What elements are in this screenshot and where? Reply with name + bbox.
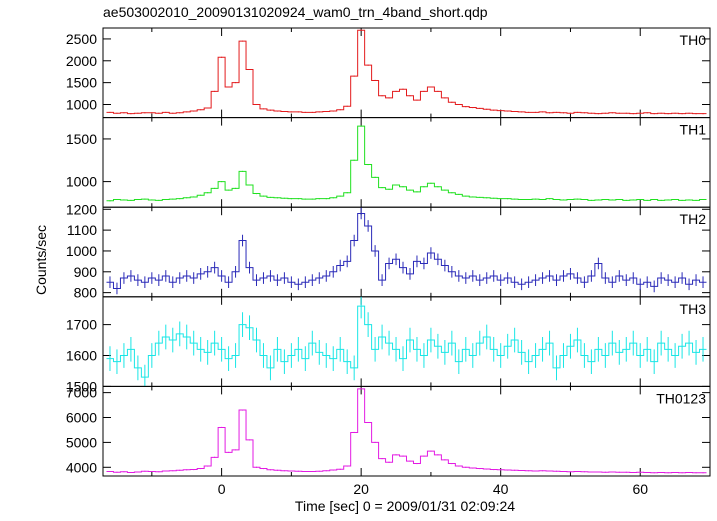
x-axis-title: Time [sec] 0 = 2009/01/31 02:09:24 bbox=[295, 498, 515, 514]
series-line bbox=[106, 305, 707, 378]
panel-frame bbox=[102, 27, 711, 119]
y-tick-label: 4000 bbox=[66, 459, 97, 475]
x-tick-label: 20 bbox=[353, 481, 369, 497]
y-tick-label: 1500 bbox=[66, 378, 97, 394]
series-th3 bbox=[106, 296, 707, 387]
series-th0 bbox=[106, 29, 707, 115]
series-th1 bbox=[106, 125, 707, 202]
y-tick-label: 2000 bbox=[66, 53, 97, 69]
x-tick-label: 40 bbox=[493, 481, 509, 497]
series-line bbox=[106, 212, 707, 289]
series-line bbox=[106, 29, 707, 115]
y-tick-label: 1200 bbox=[66, 201, 97, 217]
y-axis-title: Counts/sec bbox=[33, 225, 49, 295]
panel-label: TH0123 bbox=[656, 390, 706, 406]
y-tick-label: 5000 bbox=[66, 434, 97, 450]
series-th0123 bbox=[106, 388, 707, 474]
panel-th0: 1000 1500 2000 2500 TH0 bbox=[66, 27, 711, 119]
panel-th1: 1000 1500 TH1 bbox=[66, 117, 711, 208]
chart-title: ae503002010_20090131020924_wam0_trn_4ban… bbox=[103, 4, 488, 20]
y-tick-label: 7000 bbox=[66, 385, 97, 401]
x-tick-label: 60 bbox=[632, 481, 648, 497]
panel-th3: 1500 1600 1700 TH3 bbox=[66, 296, 711, 394]
y-tick-label: 1000 bbox=[66, 174, 97, 190]
series-line bbox=[106, 125, 707, 202]
y-tick-label: 6000 bbox=[66, 410, 97, 426]
panel-label: TH3 bbox=[680, 301, 707, 317]
y-tick-label: 1700 bbox=[66, 317, 97, 333]
y-tick-label: 1000 bbox=[66, 96, 97, 112]
y-tick-label: 1600 bbox=[66, 348, 97, 364]
panel-frame bbox=[102, 385, 711, 477]
y-tick-label: 1100 bbox=[67, 222, 97, 238]
panels-group: 1000 1500 2000 2500 TH0 1000 1500 TH1 800 900 1000… bbox=[66, 27, 711, 497]
panel-label: TH1 bbox=[680, 122, 707, 138]
y-tick-label: 1500 bbox=[66, 75, 97, 91]
series-line bbox=[106, 388, 707, 474]
x-tick-label: 0 bbox=[218, 481, 226, 497]
y-tick-label: 1000 bbox=[66, 243, 97, 259]
y-tick-label: 2500 bbox=[66, 31, 97, 47]
y-tick-label: 900 bbox=[74, 264, 98, 280]
series-th2 bbox=[106, 207, 707, 295]
panel-label: TH0 bbox=[680, 32, 707, 48]
panel-frame bbox=[102, 117, 711, 208]
panel-th0123: 4000 5000 6000 7000 TH0123 bbox=[66, 385, 711, 477]
y-tick-label: 1500 bbox=[66, 131, 97, 147]
y-tick-label: 800 bbox=[74, 285, 98, 301]
panel-th2: 800 900 1000 1100 1200 TH2 bbox=[66, 201, 711, 301]
panel-label: TH2 bbox=[680, 211, 707, 227]
